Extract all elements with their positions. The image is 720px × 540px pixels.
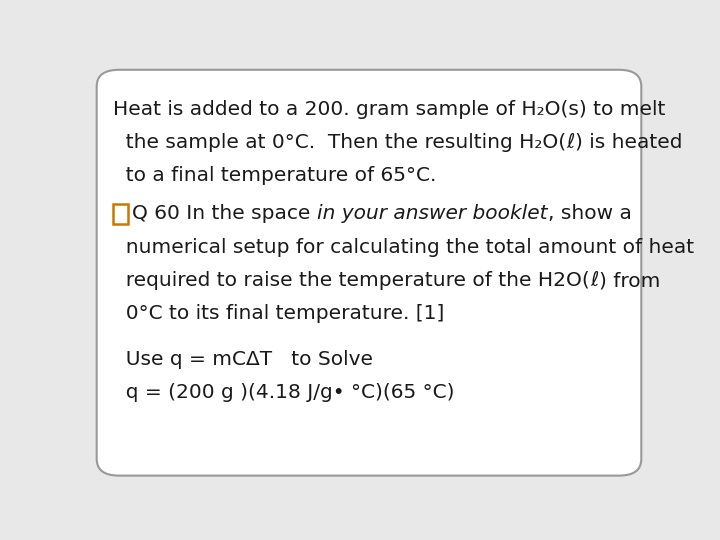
Text: ) from: ) from <box>598 271 660 290</box>
Text: Q 60 In the space: Q 60 In the space <box>132 205 317 224</box>
Text: Heat is added to a 200. gram sample of H₂O(s) to melt: Heat is added to a 200. gram sample of H… <box>114 100 666 119</box>
Text: q = (200 g )(4.18 J/g• °C)(65 °C): q = (200 g )(4.18 J/g• °C)(65 °C) <box>114 383 455 402</box>
Text: ) is heated: ) is heated <box>575 133 683 152</box>
Text: 0°C to its final temperature. [1]: 0°C to its final temperature. [1] <box>114 304 445 323</box>
Text: ℓ: ℓ <box>590 271 598 290</box>
Text: to a final temperature of 65°C.: to a final temperature of 65°C. <box>114 166 437 185</box>
Text: , show a: , show a <box>548 205 631 224</box>
Text: Use q = mCΔT   to Solve: Use q = mCΔT to Solve <box>114 350 374 369</box>
Text: numerical setup for calculating the total amount of heat: numerical setup for calculating the tota… <box>114 238 695 256</box>
Text: required to raise the temperature of the H2O(: required to raise the temperature of the… <box>114 271 590 290</box>
Text: in your answer booklet: in your answer booklet <box>317 205 548 224</box>
Text: the sample at 0°C.  Then the resulting H₂O(: the sample at 0°C. Then the resulting H₂… <box>114 133 567 152</box>
FancyBboxPatch shape <box>96 70 642 476</box>
Text: ℓ: ℓ <box>567 133 575 152</box>
